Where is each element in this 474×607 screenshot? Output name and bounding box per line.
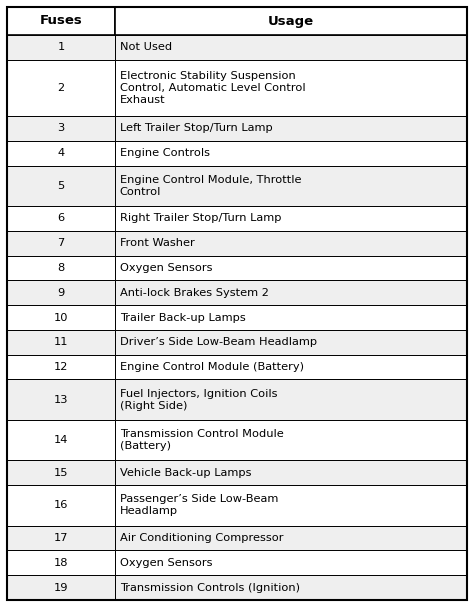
- Text: 10: 10: [54, 313, 68, 322]
- Bar: [7, 379, 115, 420]
- Bar: [115, 420, 467, 461]
- Bar: [7, 141, 115, 166]
- Bar: [115, 166, 467, 206]
- Text: 11: 11: [54, 337, 68, 347]
- Bar: [115, 551, 467, 575]
- Text: Engine Control Module (Battery): Engine Control Module (Battery): [119, 362, 304, 372]
- Text: Driver’s Side Low-Beam Headlamp: Driver’s Side Low-Beam Headlamp: [119, 337, 317, 347]
- Text: 17: 17: [54, 533, 68, 543]
- Text: 2: 2: [57, 83, 64, 93]
- Bar: [115, 59, 467, 116]
- Bar: [7, 551, 115, 575]
- Text: Engine Control Module, Throttle
Control: Engine Control Module, Throttle Control: [119, 175, 301, 197]
- Bar: [115, 7, 467, 35]
- Bar: [7, 231, 115, 256]
- Bar: [115, 485, 467, 526]
- Bar: [115, 141, 467, 166]
- Text: 19: 19: [54, 583, 68, 592]
- Bar: [115, 231, 467, 256]
- Text: 8: 8: [57, 263, 64, 273]
- Text: Usage: Usage: [268, 15, 314, 27]
- Bar: [7, 330, 115, 354]
- Text: 9: 9: [57, 288, 64, 298]
- Text: Right Trailer Stop/Turn Lamp: Right Trailer Stop/Turn Lamp: [119, 214, 281, 223]
- Text: Oxygen Sensors: Oxygen Sensors: [119, 558, 212, 568]
- Bar: [7, 485, 115, 526]
- Bar: [7, 461, 115, 485]
- Text: 14: 14: [54, 435, 68, 445]
- Bar: [7, 256, 115, 280]
- Text: Fuel Injectors, Ignition Coils
(Right Side): Fuel Injectors, Ignition Coils (Right Si…: [119, 388, 277, 411]
- Bar: [115, 206, 467, 231]
- Bar: [115, 575, 467, 600]
- Bar: [115, 35, 467, 59]
- Bar: [115, 116, 467, 141]
- Text: Electronic Stability Suspension
Control, Automatic Level Control
Exhaust: Electronic Stability Suspension Control,…: [119, 71, 305, 105]
- Bar: [115, 379, 467, 420]
- Bar: [7, 420, 115, 461]
- Bar: [7, 354, 115, 379]
- Text: 16: 16: [54, 500, 68, 510]
- Text: 3: 3: [57, 123, 64, 134]
- Text: 1: 1: [57, 42, 64, 52]
- Bar: [7, 35, 115, 59]
- Bar: [7, 280, 115, 305]
- Text: 15: 15: [54, 468, 68, 478]
- Text: 4: 4: [57, 148, 64, 158]
- Text: 13: 13: [54, 395, 68, 405]
- Text: Engine Controls: Engine Controls: [119, 148, 210, 158]
- Text: 7: 7: [57, 238, 64, 248]
- Text: Transmission Controls (Ignition): Transmission Controls (Ignition): [119, 583, 300, 592]
- Text: Trailer Back-up Lamps: Trailer Back-up Lamps: [119, 313, 246, 322]
- Text: 6: 6: [57, 214, 64, 223]
- Bar: [7, 526, 115, 551]
- Text: Not Used: Not Used: [119, 42, 172, 52]
- Bar: [7, 305, 115, 330]
- Bar: [7, 7, 115, 35]
- Bar: [115, 526, 467, 551]
- Bar: [7, 206, 115, 231]
- Text: Fuses: Fuses: [40, 15, 82, 27]
- Text: Air Conditioning Compressor: Air Conditioning Compressor: [119, 533, 283, 543]
- Bar: [115, 305, 467, 330]
- Bar: [7, 59, 115, 116]
- Bar: [7, 575, 115, 600]
- Text: Anti-lock Brakes System 2: Anti-lock Brakes System 2: [119, 288, 268, 298]
- Text: 5: 5: [57, 181, 64, 191]
- Text: Front Washer: Front Washer: [119, 238, 194, 248]
- Text: 18: 18: [54, 558, 68, 568]
- Bar: [7, 116, 115, 141]
- Text: Transmission Control Module
(Battery): Transmission Control Module (Battery): [119, 429, 283, 451]
- Text: Left Trailer Stop/Turn Lamp: Left Trailer Stop/Turn Lamp: [119, 123, 273, 134]
- Text: Vehicle Back-up Lamps: Vehicle Back-up Lamps: [119, 468, 251, 478]
- Bar: [115, 330, 467, 354]
- Text: 12: 12: [54, 362, 68, 372]
- Bar: [7, 166, 115, 206]
- Bar: [115, 461, 467, 485]
- Bar: [115, 256, 467, 280]
- Bar: [115, 280, 467, 305]
- Bar: [115, 354, 467, 379]
- Text: Oxygen Sensors: Oxygen Sensors: [119, 263, 212, 273]
- Text: Passenger’s Side Low-Beam
Headlamp: Passenger’s Side Low-Beam Headlamp: [119, 495, 278, 517]
